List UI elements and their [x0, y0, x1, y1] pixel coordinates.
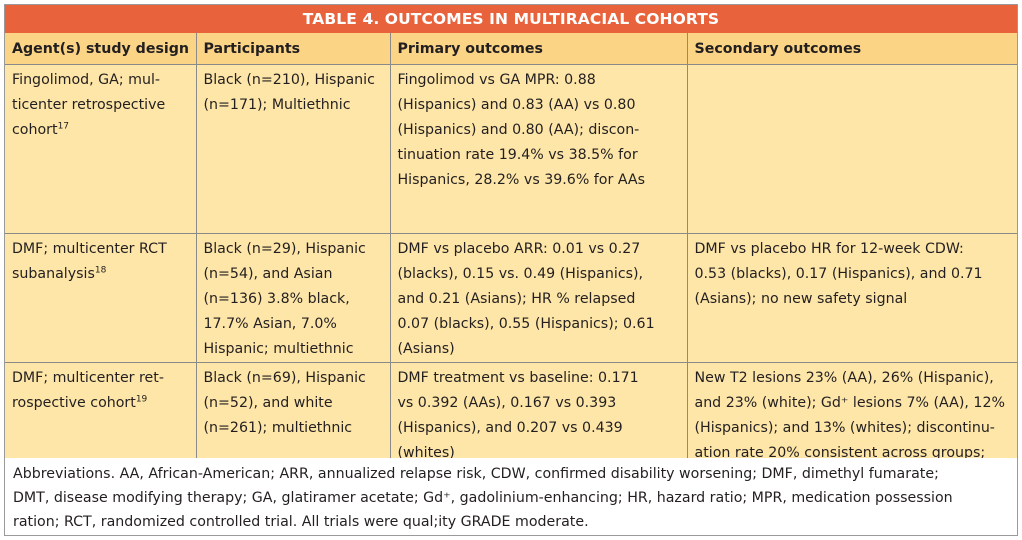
- reference-superscript: 18: [94, 264, 107, 275]
- abbreviations-text: Abbreviations. AA, African-American; ARR…: [13, 466, 953, 530]
- column-header-participants: Participants: [195, 33, 391, 65]
- cell-primary: DMF vs placebo ARR: 0.01 vs 0.27 (blacks…: [389, 232, 688, 363]
- column-header-design: Agent(s) study design: [5, 33, 197, 65]
- table-title: TABLE 4. OUTCOMES IN MULTIRACIAL COHORTS: [5, 5, 1017, 33]
- design-text: Fingolimod, GA; mul- ticenter retrospect…: [12, 71, 166, 138]
- table-frame: TABLE 4. OUTCOMES IN MULTIRACIAL COHORTS…: [4, 4, 1018, 536]
- reference-superscript: 19: [135, 393, 148, 404]
- design-text: DMF; multicenter ret- rospective cohort: [12, 369, 164, 411]
- cell-design: DMF; multicenter RCT subanalysis18: [5, 232, 197, 363]
- table-header-row: Agent(s) study design Participants Prima…: [5, 33, 1017, 65]
- table-row: DMF; multicenter RCT subanalysis18 Black…: [5, 232, 1017, 363]
- cell-secondary: DMF vs placebo HR for 12-week CDW: 0.53 …: [686, 232, 1017, 363]
- column-header-secondary: Secondary outcomes: [686, 33, 1017, 65]
- outcomes-table: Agent(s) study design Participants Prima…: [5, 33, 1017, 492]
- cell-secondary: [686, 63, 1017, 234]
- table-row: Fingolimod, GA; mul- ticenter retrospect…: [5, 63, 1017, 234]
- abbreviations-footnote: Abbreviations. AA, African-American; ARR…: [5, 458, 1017, 535]
- cell-participants: Black (n=29), Hispanic (n=54), and Asian…: [195, 232, 391, 363]
- design-text: DMF; multicenter RCT subanalysis: [12, 240, 167, 282]
- cell-design: Fingolimod, GA; mul- ticenter retrospect…: [5, 63, 197, 234]
- column-header-primary: Primary outcomes: [389, 33, 688, 65]
- reference-superscript: 17: [57, 120, 70, 131]
- cell-primary: Fingolimod vs GA MPR: 0.88 (Hispanics) a…: [389, 63, 688, 234]
- cell-participants: Black (n=210), Hispanic (n=171); Multiet…: [195, 63, 391, 234]
